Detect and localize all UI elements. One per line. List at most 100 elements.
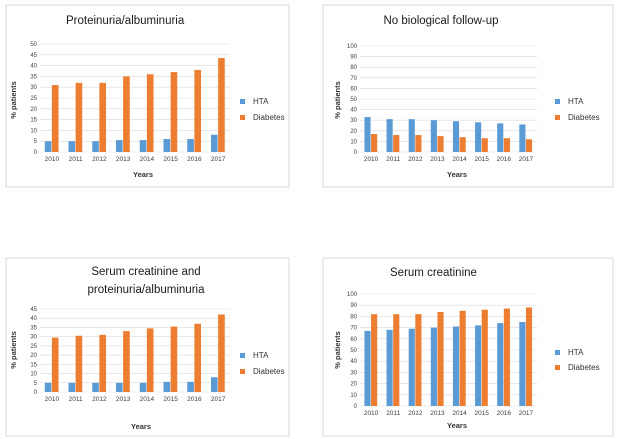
- y-tick-label: 30: [30, 335, 37, 341]
- bar-hta-2012: [408, 328, 415, 406]
- x-tick-label: 2017: [519, 156, 534, 163]
- legend-swatch-diabetes: [555, 115, 560, 120]
- legend-label: HTA: [568, 348, 584, 357]
- y-tick-label: 40: [350, 359, 357, 365]
- y-tick-label: 35: [30, 74, 37, 80]
- bar-hta-2012: [408, 119, 415, 152]
- bar-diabetes-2017: [218, 314, 225, 392]
- bar-diabetes-2016: [503, 308, 510, 406]
- bar-hta-2017: [519, 322, 526, 406]
- bar-hta-2015: [163, 139, 171, 152]
- x-tick-label: 2016: [187, 396, 202, 403]
- bar-diabetes-2017: [218, 58, 225, 152]
- x-tick-label: 2016: [497, 156, 512, 163]
- legend-swatch-hta: [555, 99, 560, 104]
- bar-hta-2013: [430, 327, 437, 406]
- x-tick-label: 2010: [45, 396, 60, 403]
- legend-swatch-diabetes: [240, 115, 245, 120]
- x-tick-label: 2012: [92, 396, 107, 403]
- legend-swatch-hta: [240, 353, 245, 358]
- legend-swatch-hta: [555, 350, 560, 355]
- x-tick-label: 2010: [45, 156, 60, 163]
- y-tick-label: 35: [30, 325, 37, 331]
- bar-hta-2013: [116, 140, 123, 152]
- bar-hta-2011: [68, 382, 76, 392]
- bar-diabetes-2011: [75, 82, 83, 152]
- chart-panel-2: No biological follow-up 0 10 20 30 40 50 60 70 80…: [322, 4, 614, 188]
- y-tick-label: 70: [350, 76, 357, 82]
- bar-diabetes-2012: [99, 82, 106, 152]
- bar-hta-2011: [386, 119, 393, 152]
- x-tick-label: 2016: [497, 410, 512, 417]
- bar-hta-2011: [68, 141, 76, 152]
- bar-diabetes-2015: [481, 309, 488, 406]
- bar-hta-2014: [452, 121, 460, 152]
- y-tick-label: 20: [30, 353, 37, 359]
- x-tick-label: 2010: [364, 156, 379, 163]
- y-tick-label: 10: [350, 139, 357, 145]
- x-tick-label: 2010: [364, 410, 379, 417]
- y-tick-label: 80: [350, 314, 357, 320]
- chart-panel-3: Serum creatinine and proteinuria/albuminu…: [5, 257, 290, 437]
- y-tick-label: 45: [30, 307, 37, 313]
- bar-hta-2012: [92, 382, 99, 392]
- x-axis-label: Years: [447, 421, 467, 430]
- x-tick-label: 2013: [430, 156, 445, 163]
- bar-diabetes-2013: [123, 331, 130, 392]
- y-tick-label: 60: [350, 86, 357, 92]
- bar-diabetes-2011: [75, 335, 83, 392]
- y-tick-label: 20: [30, 107, 37, 113]
- bar-hta-2010: [364, 330, 371, 406]
- x-tick-label: 2013: [116, 156, 131, 163]
- legend-swatch-diabetes: [240, 369, 245, 374]
- chart-title: Serum creatinine: [390, 267, 477, 279]
- y-tick-label: 90: [350, 55, 357, 61]
- bar-diabetes-2011: [393, 135, 400, 152]
- x-axis-label: Years: [131, 422, 151, 431]
- bar-diabetes-2015: [481, 138, 488, 152]
- x-tick-label: 2017: [211, 156, 226, 163]
- bar-diabetes-2013: [437, 136, 444, 152]
- x-axis-label: Years: [133, 170, 153, 179]
- y-tick-label: 100: [347, 44, 358, 50]
- bar-hta-2012: [92, 141, 99, 152]
- x-tick-label: 2013: [430, 410, 445, 417]
- y-axis-label: % patients: [333, 331, 342, 369]
- x-tick-label: 2011: [386, 156, 400, 163]
- y-tick-label: 20: [350, 129, 357, 135]
- chart-title: Serum creatinine and: [91, 266, 200, 278]
- bar-hta-2015: [475, 122, 482, 152]
- legend-label: Diabetes: [568, 363, 600, 372]
- legend-label: Diabetes: [568, 113, 600, 122]
- y-axis-label: % patients: [333, 81, 342, 119]
- y-tick-label: 45: [30, 53, 37, 59]
- y-tick-label: 10: [30, 128, 37, 134]
- x-tick-label: 2013: [116, 396, 131, 403]
- legend-label: Diabetes: [253, 113, 285, 122]
- legend: HTA Diabetes: [240, 97, 285, 122]
- y-tick-label: 50: [350, 348, 357, 354]
- bar-hta-2017: [211, 377, 218, 392]
- y-tick-label: 25: [30, 344, 37, 350]
- chart-title: Proteinuria/albuminuria: [66, 15, 185, 27]
- y-tick-label: 20: [350, 382, 357, 388]
- y-tick-label: 0: [34, 150, 38, 156]
- chart-panel-4: Serum creatinine 0 10 20 30 40 50 60 70 80 90 100 20…: [322, 257, 614, 437]
- y-tick-label: 5: [34, 139, 38, 145]
- legend-label: Diabetes: [253, 367, 285, 376]
- x-tick-label: 2014: [140, 396, 155, 403]
- bar-diabetes-2017: [525, 139, 533, 152]
- y-tick-label: 40: [30, 316, 37, 322]
- bar-hta-2016: [497, 123, 504, 152]
- legend: HTA Diabetes: [555, 348, 600, 372]
- y-tick-label: 40: [350, 108, 357, 114]
- bar-diabetes-2015: [170, 72, 178, 152]
- x-tick-label: 2012: [408, 410, 423, 417]
- y-tick-label: 100: [347, 292, 358, 298]
- y-tick-label: 5: [34, 381, 38, 387]
- x-tick-label: 2014: [140, 156, 155, 163]
- bar-diabetes-2014: [146, 74, 154, 152]
- bar-hta-2014: [452, 326, 460, 406]
- y-tick-label: 90: [350, 303, 357, 309]
